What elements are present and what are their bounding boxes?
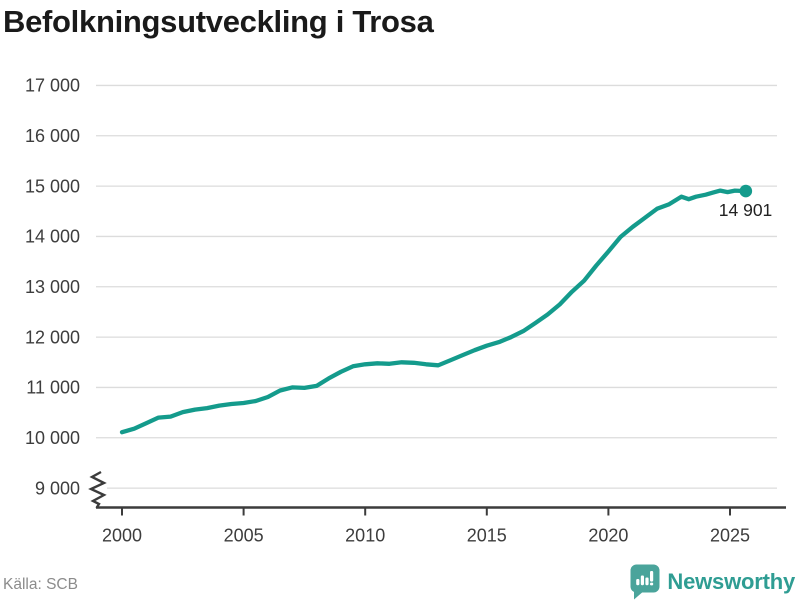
y-tick-label: 9 000 (35, 478, 80, 498)
bar-chart-glyph (641, 575, 645, 586)
chart-title: Befolkningsutveckling i Trosa (3, 4, 434, 39)
x-tick-label: 2010 (345, 525, 385, 545)
exclamation-dot-glyph (650, 582, 654, 586)
x-tick-label: 2020 (588, 525, 628, 545)
end-value-label: 14 901 (719, 200, 773, 220)
newsworthy-icon (630, 564, 660, 600)
x-tick-label: 2000 (102, 525, 142, 545)
x-tick-label: 2015 (467, 525, 507, 545)
exclamation-glyph (650, 571, 654, 582)
y-tick-label: 11 000 (26, 378, 80, 398)
y-tick-label: 16 000 (25, 126, 80, 146)
population-line (119, 188, 748, 435)
y-tick-label: 15 000 (25, 176, 80, 196)
y-tick-label: 13 000 (25, 277, 80, 297)
x-tick-label: 2025 (710, 525, 750, 545)
x-tick-label: 2005 (224, 525, 264, 545)
y-tick-label: 14 000 (25, 227, 80, 247)
newsworthy-icon-bubble (630, 564, 660, 593)
newsworthy-icon-tail (634, 590, 646, 600)
source-label: Källa: SCB (3, 576, 78, 593)
y-tick-label: 12 000 (25, 327, 80, 347)
axis-break-icon (88, 470, 107, 509)
y-tick-label: 10 000 (25, 428, 80, 448)
y-tick-label: 17 000 (25, 76, 80, 96)
end-point-marker (739, 184, 753, 198)
bar-chart-glyph (645, 577, 650, 586)
newsworthy-logo[interactable]: Newsworthy (630, 564, 795, 600)
bar-chart-glyph (636, 579, 640, 586)
newsworthy-wordmark: Newsworthy (667, 569, 795, 594)
